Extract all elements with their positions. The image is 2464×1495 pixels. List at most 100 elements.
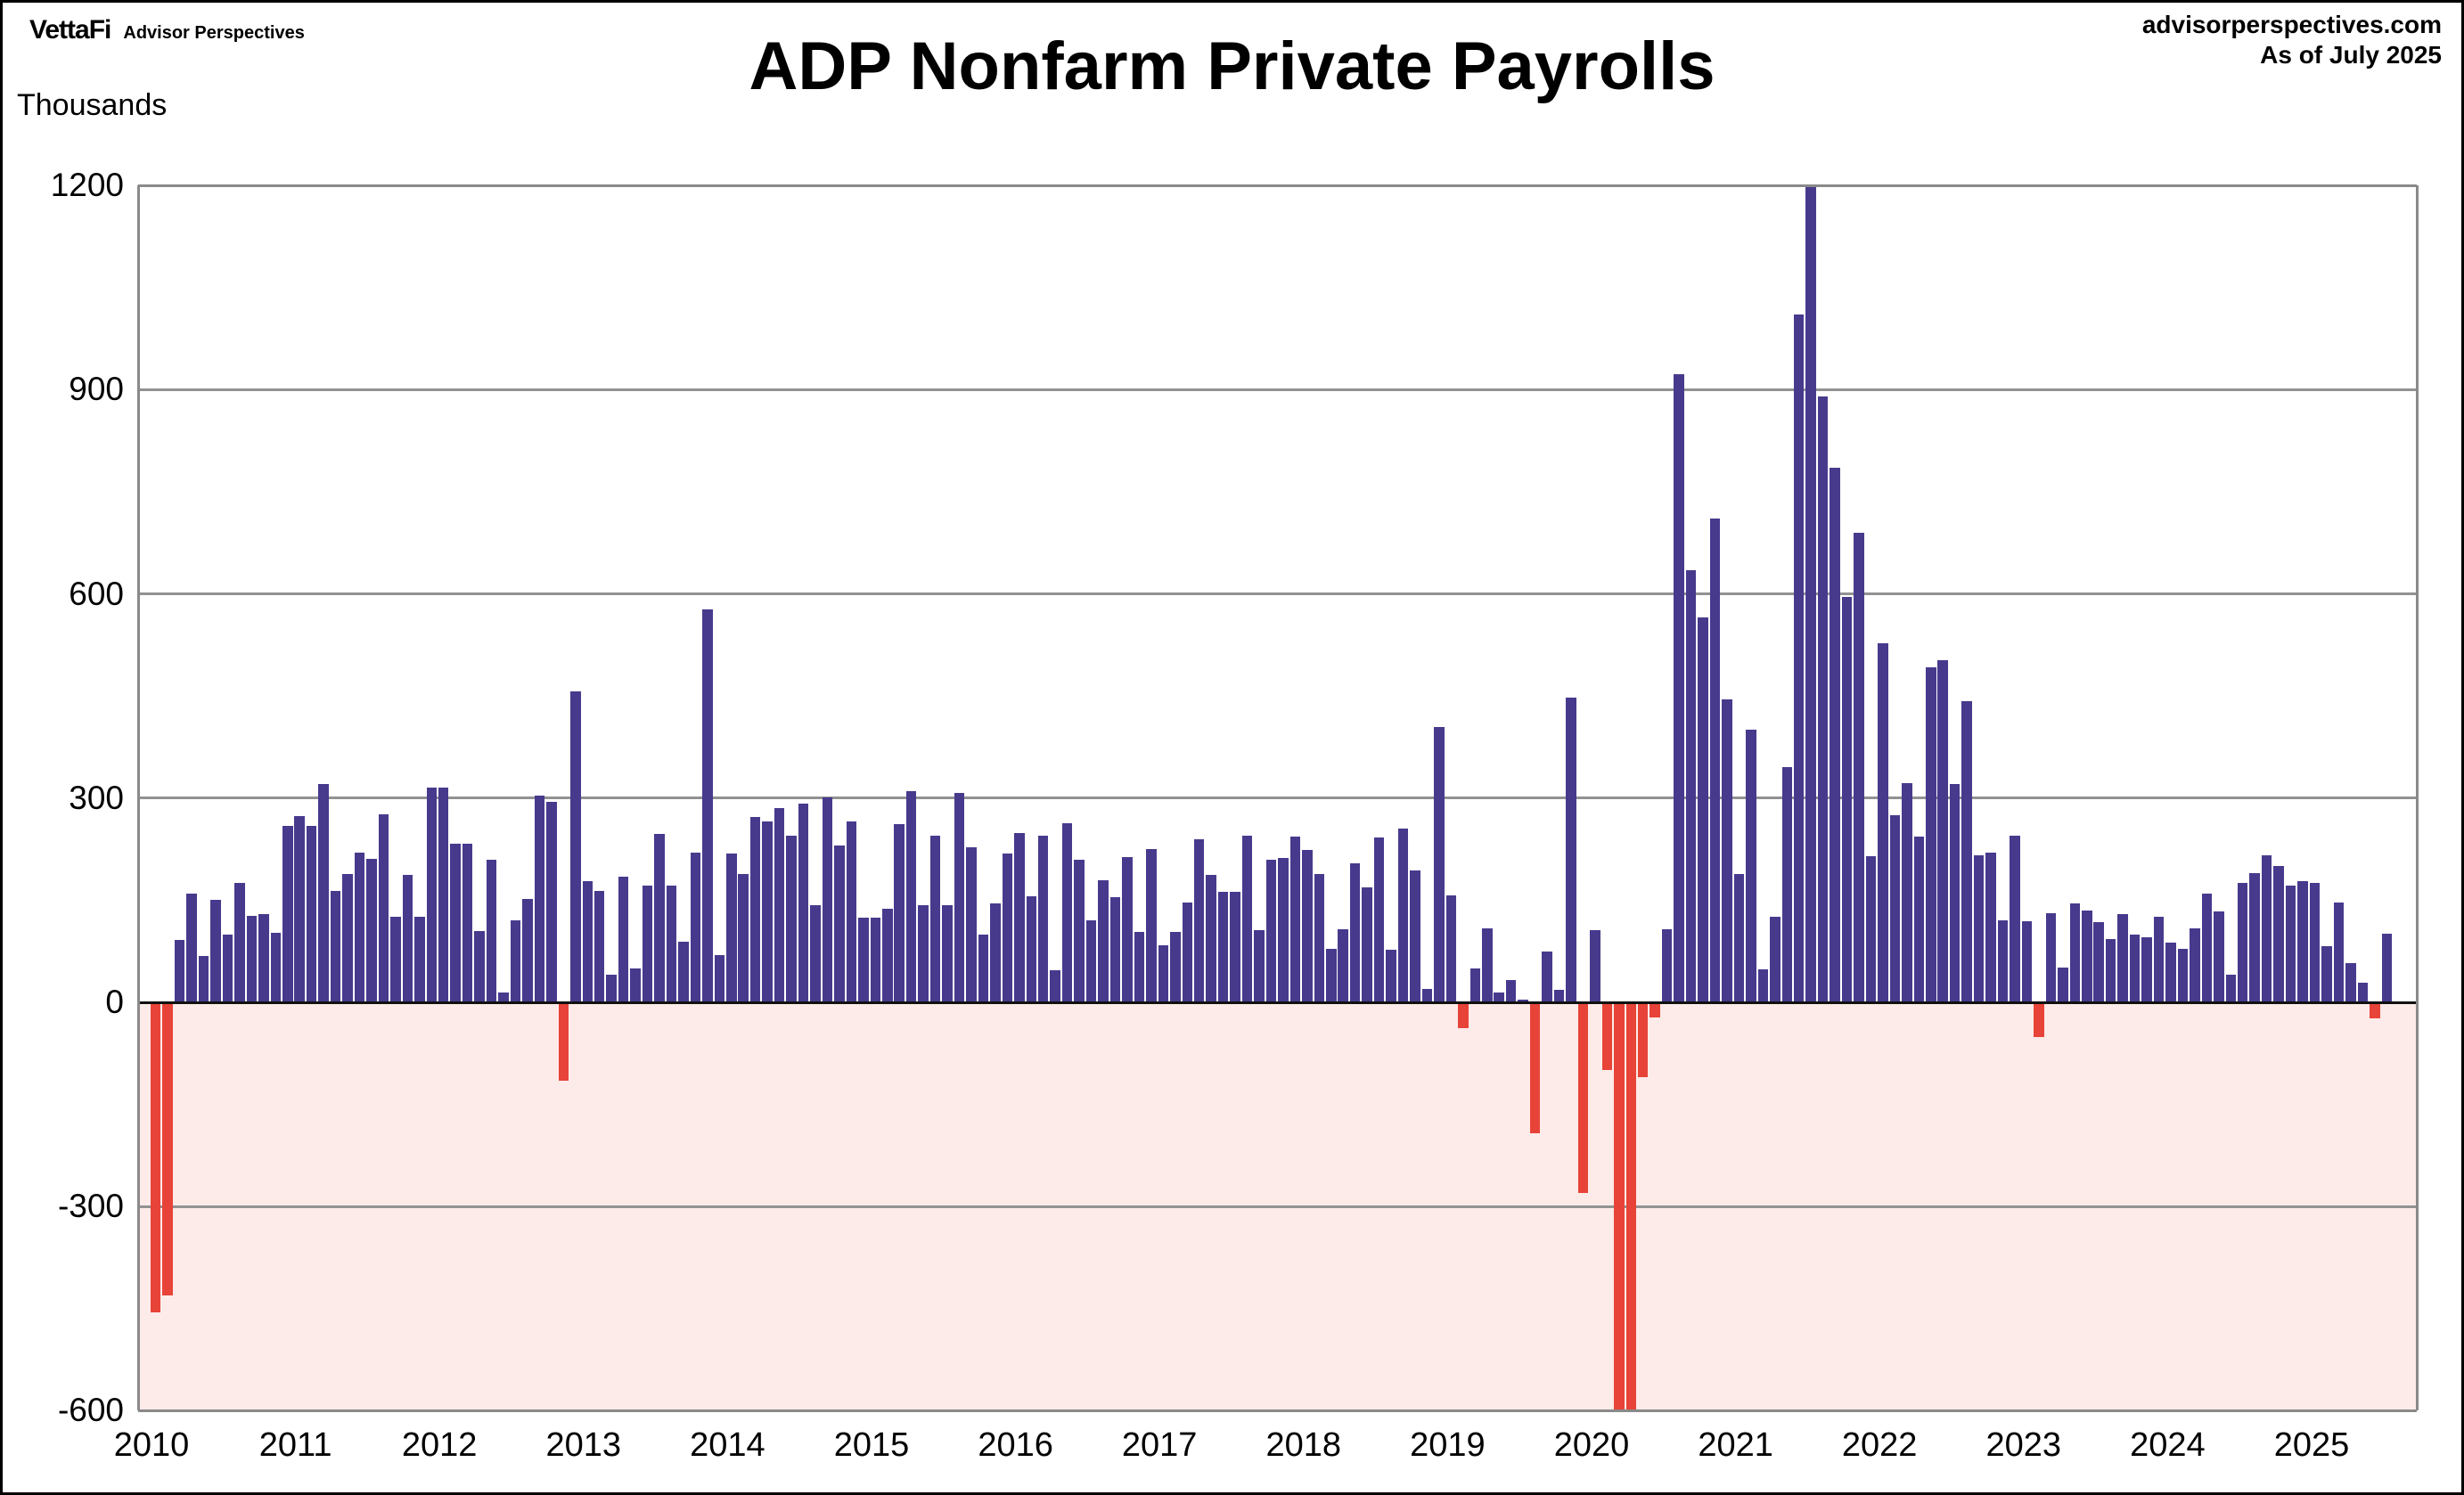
bar-2014-08 [810,904,821,1002]
bar-2013-08 [666,886,677,1002]
bar-2021-04 [1770,917,1780,1002]
bar-2012-01 [438,787,449,1002]
bar-2010-12 [282,826,293,1002]
bar-2021-07 [1805,185,1816,1002]
bar-2014-09 [822,797,833,1002]
x-tick-label-2022: 2022 [1841,1426,1918,1464]
bar-2023-08 [2105,938,2116,1002]
x-tick-label-2013: 2013 [545,1426,622,1464]
bar-2015-03 [894,823,905,1002]
y-tick-label-600: 600 [69,575,124,612]
x-tick-label-2024: 2024 [2130,1426,2206,1464]
bar-2014-07 [798,803,809,1002]
bar-2014-06 [786,835,797,1002]
bar-2019-03 [1469,968,1481,1002]
bar-2021-11 [1854,532,1864,1002]
plot-border-bottom [138,1409,2417,1412]
bar-2025-07 [2381,933,2392,1002]
bar-2014-02 [738,874,749,1002]
bar-2020-05 [1637,1002,1649,1078]
bar-2012-03 [462,843,473,1002]
bar-2025-03 [2333,903,2345,1002]
bar-2017-05 [1206,875,1216,1002]
bar-2025-05 [2357,982,2369,1002]
bar-2022-12 [2010,835,2020,1002]
bar-2017-07 [1230,892,1240,1002]
bar-2012-06 [498,992,509,1002]
x-tick-label-2025: 2025 [2273,1426,2350,1464]
bar-2013-11 [702,609,713,1002]
bar-2015-09 [966,846,977,1002]
bar-2019-07 [1518,999,1528,1002]
x-tick-label-2011: 2011 [258,1426,332,1464]
bar-2013-12 [714,954,725,1002]
y-tick-label-900: 900 [69,371,124,408]
bar-2022-02 [1889,814,1901,1002]
bar-2012-11 [558,1002,569,1081]
bar-2010-11 [270,933,282,1002]
bar-2016-01 [1014,832,1025,1002]
bar-2018-05 [1349,863,1361,1002]
bar-2019-06 [1505,979,1517,1002]
y-tick-label--300: -300 [57,1188,124,1225]
bar-2018-10 [1410,870,1420,1002]
bar-2011-09 [390,916,401,1002]
bar-2022-03 [1902,782,1912,1002]
bar-2019-01 [1445,895,1457,1002]
bar-2015-02 [882,909,893,1002]
y-tick-label-0: 0 [105,984,124,1020]
bar-2020-07 [1661,929,1673,1002]
bar-2015-08 [954,793,965,1002]
bar-2023-12 [2153,917,2165,1002]
bar-2019-02 [1458,1002,1469,1029]
vettafi-logo: VettaFi Advisor Perspectives [29,15,305,45]
bar-2012-12 [570,690,581,1002]
x-tick-label-2015: 2015 [833,1426,910,1464]
bar-2024-01 [2165,942,2176,1002]
bar-2010-05 [198,956,209,1002]
bar-2023-02 [2034,1002,2044,1037]
bar-2020-06 [1649,1002,1660,1017]
bar-2018-08 [1386,950,1396,1002]
bar-2015-06 [929,835,941,1002]
bar-2014-05 [774,808,785,1002]
bar-2014-03 [749,817,761,1002]
bar-2022-04 [1913,836,1925,1002]
bar-2016-03 [1037,835,1049,1002]
bar-2021-09 [1830,468,1840,1002]
bar-2010-02 [162,1002,173,1295]
bar-2021-05 [1781,766,1792,1002]
bar-2013-10 [690,852,701,1002]
gridline--300 [138,1205,2417,1208]
bar-2013-04 [618,876,629,1002]
bar-2021-10 [1841,597,1853,1002]
x-tick-label-2017: 2017 [1121,1426,1198,1464]
bar-2015-04 [905,791,917,1002]
bar-2016-11 [1134,931,1145,1002]
bar-2018-11 [1421,989,1433,1002]
y-axis-units-label: Thousands [17,88,168,122]
bar-2010-04 [186,893,197,1002]
bar-2017-11 [1278,857,1289,1002]
bar-2018-03 [1326,948,1337,1002]
bar-2016-05 [1061,823,1073,1002]
bar-2014-11 [846,821,857,1002]
bar-2024-06 [2225,974,2237,1002]
bar-2016-12 [1146,849,1157,1002]
y-tick-label-300: 300 [69,779,124,816]
bar-2021-02 [1746,730,1756,1002]
x-tick-label-2020: 2020 [1553,1426,1630,1464]
bar-2010-06 [210,900,221,1002]
bar-2023-04 [2058,968,2068,1002]
bar-2015-10 [978,934,989,1002]
bar-2024-03 [2190,927,2200,1002]
bar-2015-12 [1002,854,1013,1002]
bar-2023-06 [2082,910,2092,1002]
bar-2013-05 [630,968,641,1002]
y-tick-label--600: -600 [57,1392,124,1428]
bar-2014-10 [834,846,845,1002]
bar-2011-10 [402,875,413,1002]
bar-2021-06 [1793,315,1805,1002]
gridline-300 [138,797,2417,800]
bar-2018-06 [1362,886,1372,1002]
